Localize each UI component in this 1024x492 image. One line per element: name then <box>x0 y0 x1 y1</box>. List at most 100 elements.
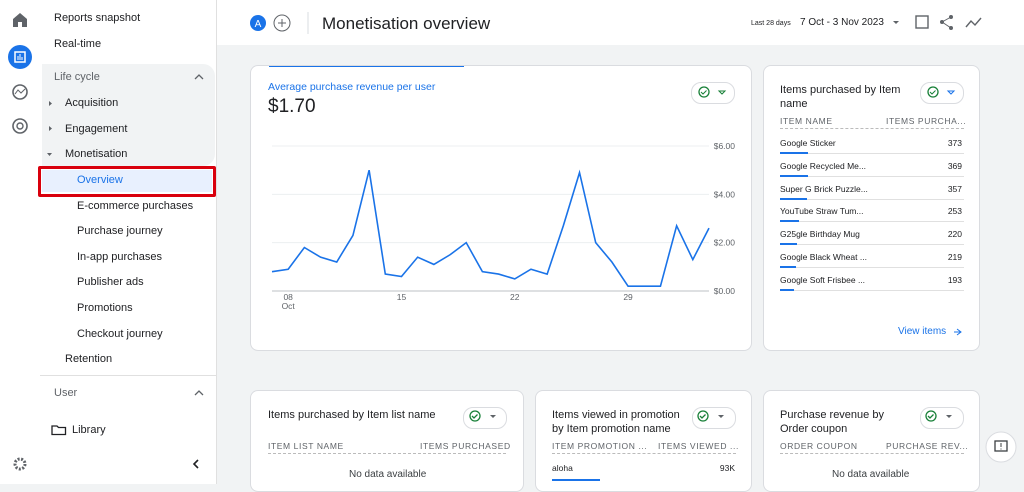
divider <box>40 375 216 376</box>
card-title: Purchase revenue by Order coupon <box>780 409 884 435</box>
card-icons <box>927 86 962 336</box>
row-rule <box>780 267 964 268</box>
compare-chip[interactable] <box>920 407 964 429</box>
row-rule <box>780 153 964 154</box>
column-header: ITEMS PURCHASED <box>420 441 511 451</box>
row-rule <box>780 221 964 223</box>
date-label: Last 28 days <box>751 20 791 27</box>
row-name[interactable]: Google Sticker <box>780 138 836 148</box>
data-line <box>271 169 710 287</box>
column-header: ITEM LIST NAME <box>268 441 344 451</box>
nav-section[interactable]: User <box>54 387 78 399</box>
top-bar <box>217 0 1024 45</box>
section-bg <box>42 64 215 166</box>
row-bar <box>780 243 797 246</box>
row-bar <box>780 266 797 268</box>
column-header: ITEMS PURCHA... <box>886 116 967 126</box>
compare-chip[interactable] <box>463 407 507 429</box>
row-value: 369 <box>947 160 962 171</box>
x-tick-label: 22 <box>510 292 520 302</box>
x-tick-label: 29 <box>623 292 633 302</box>
column-header: PURCHASE REV... <box>886 441 969 451</box>
y-tick-label: $0.00 <box>714 286 736 296</box>
table-card: Items purchased by Item list name ITEM L… <box>250 390 524 492</box>
row-bar <box>780 220 799 223</box>
table-card: Items purchased by Item name ITEM NAME I… <box>763 65 980 351</box>
highlight-box <box>38 166 216 197</box>
row-value: 373 <box>947 138 962 148</box>
row-name[interactable]: G25gle Birthday Mug <box>780 229 860 240</box>
chart-card: Average purchase revenue per user $1.70 … <box>250 65 752 351</box>
date-range[interactable]: 7 Oct - 3 Nov 2023 <box>800 17 884 28</box>
nav-item[interactable]: Promotions <box>77 302 133 314</box>
x-tick-label: 15 <box>397 292 407 302</box>
tab-indicator <box>269 66 464 67</box>
header-rule <box>780 128 964 129</box>
card-title: Items viewed in promotion by Item promot… <box>552 409 680 435</box>
table-card: Items viewed in promotion by Item promot… <box>535 390 752 492</box>
row-bar <box>780 288 795 291</box>
y-tick-label: $6.00 <box>714 141 736 151</box>
nav-item[interactable]: Publisher ads <box>77 276 144 288</box>
column-header: ITEM PROMOTION ... <box>552 441 648 451</box>
card-title: Items purchased by Item name <box>780 84 901 110</box>
nav-item[interactable]: Purchase journey <box>77 225 163 237</box>
row-name[interactable]: Google Recycled Me... <box>780 160 866 171</box>
column-header: ITEMS VIEWED ... <box>658 441 739 451</box>
nav-item[interactable]: Library <box>72 424 106 436</box>
view-link[interactable]: View items <box>898 326 947 337</box>
header-rule <box>552 453 736 454</box>
y-tick-label: $4.00 <box>714 189 736 199</box>
header-rule <box>268 453 506 454</box>
column-header: ORDER COUPON <box>780 441 858 451</box>
nav-item[interactable]: Retention <box>65 353 113 365</box>
row-rule <box>780 244 964 246</box>
header-icons: A <box>250 12 982 34</box>
nav-item[interactable]: Checkout journey <box>77 328 163 340</box>
row-value: 220 <box>947 229 962 240</box>
row-value: 357 <box>947 183 962 194</box>
row-rule <box>780 289 964 291</box>
row-value: 253 <box>947 206 962 217</box>
nav-item[interactable]: In-app purchases <box>77 251 162 263</box>
row-value: 193 <box>947 274 962 285</box>
nav-item[interactable]: Acquisition <box>65 97 119 109</box>
avatar[interactable]: A <box>255 19 262 30</box>
row-rule <box>780 198 964 200</box>
column-header: ITEM NAME <box>780 116 833 126</box>
row-value: 219 <box>947 252 962 262</box>
active-bg <box>42 170 212 192</box>
nav-item[interactable]: Real-time <box>54 38 102 50</box>
metric-value: $1.70 <box>268 96 316 117</box>
nav-item[interactable]: E-commerce purchases <box>77 200 194 212</box>
row-name[interactable]: Google Soft Frisbee ... <box>780 274 866 285</box>
sidebar-icons <box>47 74 204 469</box>
nav-item[interactable]: Monetisation <box>65 148 128 160</box>
row-bar <box>780 174 808 177</box>
row-name[interactable]: Google Black Wheat ... <box>780 252 867 262</box>
row-bar <box>780 152 808 154</box>
card-title: Items purchased by Item list name <box>268 409 436 421</box>
header-rule <box>780 453 964 454</box>
rail-icons <box>8 13 32 471</box>
row-name[interactable]: Super G Brick Puzzle... <box>780 183 868 194</box>
compare-chip[interactable] <box>692 407 736 429</box>
icon-rail <box>0 0 41 484</box>
x-month-label: Oct <box>282 301 296 311</box>
sidebar: Reports snapshot Real-time Life cycle Ac… <box>38 0 217 484</box>
row-bar <box>780 197 807 200</box>
nav-item[interactable]: Reports snapshot <box>54 12 141 24</box>
row-value: 93K <box>719 463 735 473</box>
nav-item[interactable]: Overview <box>77 174 123 186</box>
metric-title[interactable]: Average purchase revenue per user <box>268 81 436 93</box>
table-card: Purchase revenue by Order coupon ORDER C… <box>763 390 980 492</box>
row-rule <box>780 175 964 177</box>
nav-item[interactable]: Engagement <box>65 123 128 135</box>
x-tick-label: 08 <box>283 292 293 302</box>
row-name[interactable]: YouTube Straw Tum... <box>780 206 864 217</box>
empty-state: No data available <box>832 469 910 480</box>
nav-section[interactable]: Life cycle <box>54 71 100 83</box>
row-name[interactable]: aloha <box>552 463 573 473</box>
